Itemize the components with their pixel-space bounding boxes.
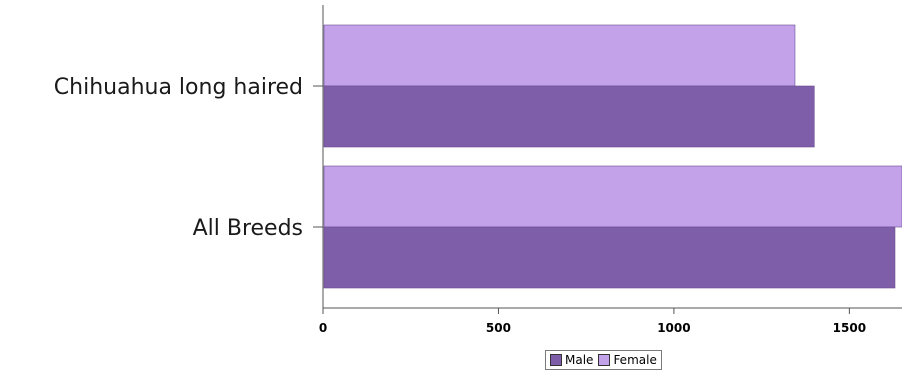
legend-label: Male: [565, 353, 594, 367]
bar-female-1: [323, 165, 902, 228]
bar-female-0: [323, 24, 796, 87]
legend-swatch: [598, 354, 611, 366]
category-label: Chihuahua long haired: [54, 75, 303, 100]
x-tick-label: 500: [486, 321, 511, 335]
legend: Male Female: [545, 350, 662, 370]
x-tick-label: 1500: [833, 321, 866, 335]
x-tick-label: 0: [319, 321, 327, 335]
bar-male-0: [323, 85, 815, 148]
legend-item-male: Male: [550, 353, 593, 367]
legend-label: Female: [613, 353, 657, 367]
legend-item-female: Female: [598, 353, 657, 367]
legend-swatch: [550, 354, 562, 366]
x-tick-label: 1000: [657, 321, 690, 335]
bar-male-1: [323, 226, 896, 289]
category-label: All Breeds: [193, 216, 303, 241]
